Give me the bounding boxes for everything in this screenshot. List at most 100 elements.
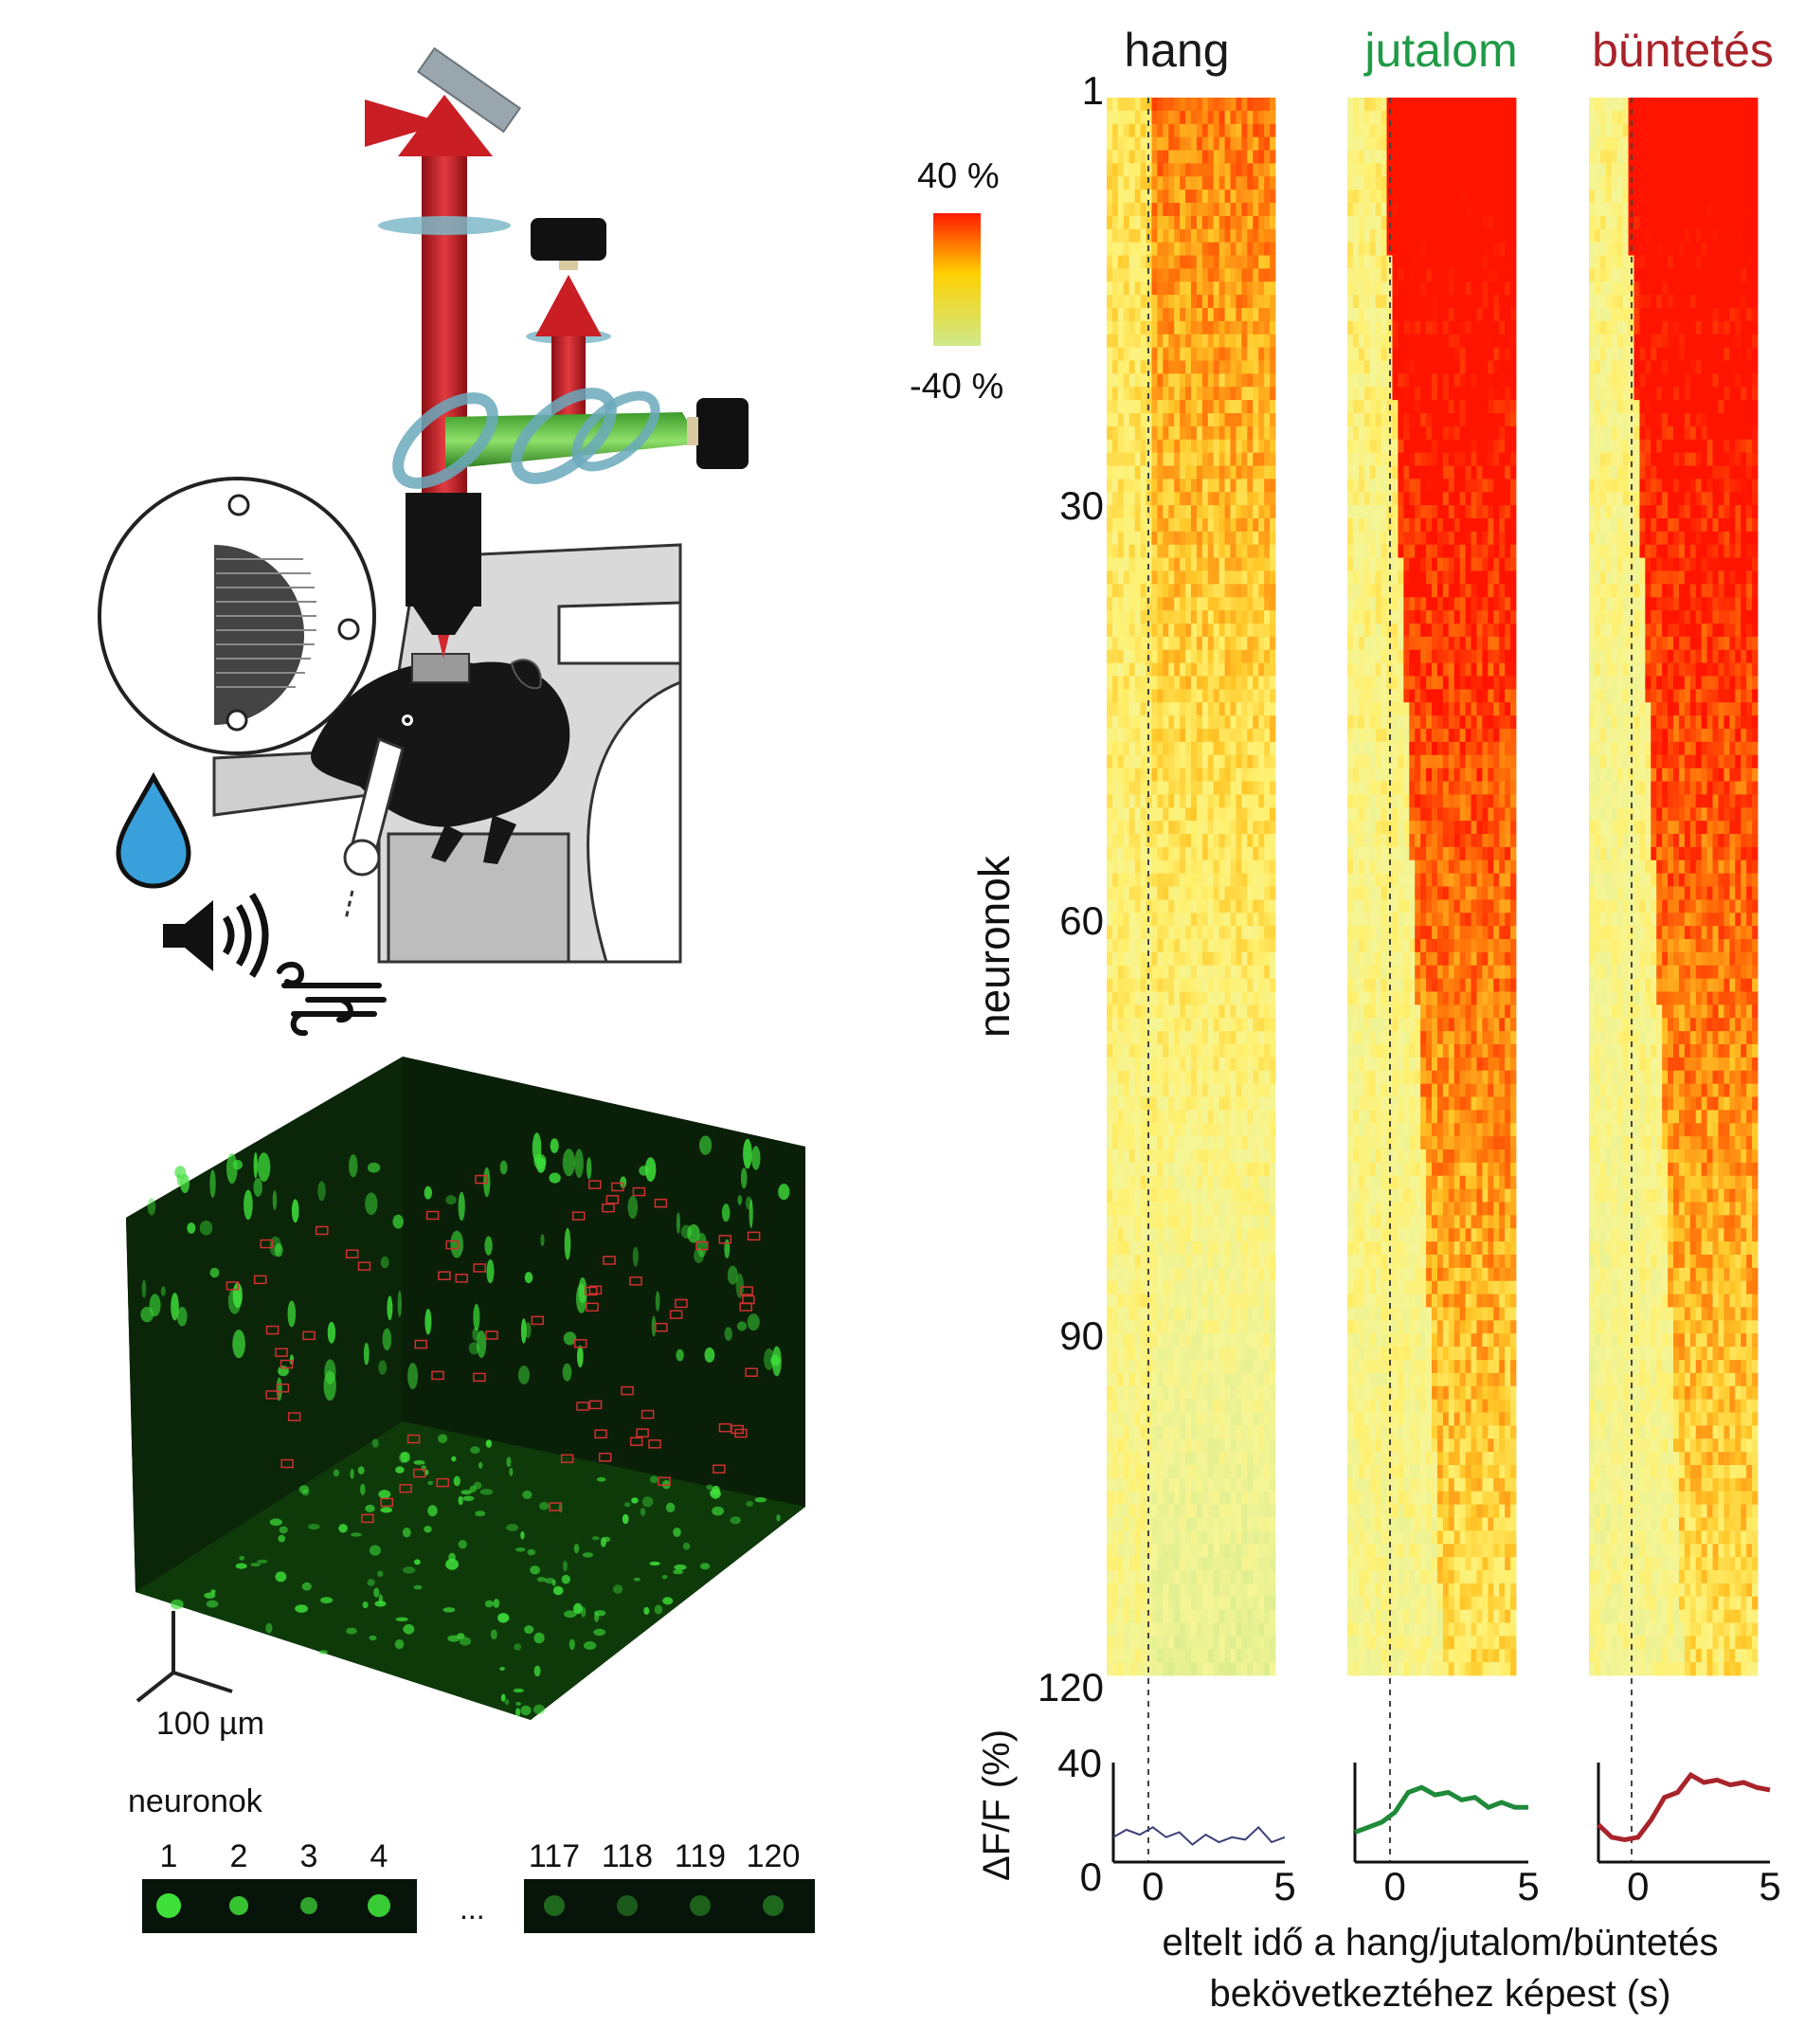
neuron-spot: [564, 1610, 577, 1619]
roi-marker: [275, 1348, 288, 1357]
trace-panel-0: 0 5 0 40: [1057, 1741, 1295, 1908]
neuron-spot: [649, 1561, 660, 1566]
neuron-spot: [499, 1160, 508, 1175]
neuron-spot: [730, 1516, 741, 1525]
neuron-spot: [380, 1256, 389, 1269]
neuron-spot: [333, 1469, 339, 1477]
roi-marker: [669, 1310, 683, 1319]
roi-marker: [611, 1182, 624, 1192]
x-tick-label: 0: [1627, 1864, 1649, 1908]
roi-marker: [636, 1428, 649, 1438]
neuron-spot: [438, 1434, 448, 1443]
neuron-spot: [403, 1624, 415, 1635]
neuron-spot: [400, 1452, 410, 1463]
neuron-spot: [778, 1184, 790, 1201]
neuron-spot: [573, 1602, 583, 1615]
neuron-spot: [740, 1167, 748, 1189]
colorbar-max-label: 40 %: [917, 156, 1000, 196]
neuron-spot: [478, 1461, 483, 1469]
neuron-spot: [360, 1483, 366, 1495]
trace-line: [1597, 1771, 1771, 1842]
roi-marker: [265, 1390, 279, 1400]
neuron-spot: [520, 1318, 527, 1344]
neuron-spot: [239, 1555, 245, 1561]
neuron-spot: [520, 1705, 532, 1716]
neuron-spot: [141, 1279, 147, 1298]
objective-lens: [406, 493, 481, 606]
neuron-spot: [649, 1475, 659, 1484]
neuron-spot: [351, 1532, 362, 1537]
neuron-number: 4: [370, 1838, 388, 1874]
neuron-spot: [594, 1612, 599, 1622]
neuron-spot: [413, 1460, 425, 1465]
roi-marker: [431, 1370, 444, 1381]
neuron-spot: [493, 1599, 500, 1608]
neuron-spot: [504, 1699, 510, 1706]
roi-marker: [425, 1210, 440, 1221]
neuron-spot: [350, 1469, 354, 1479]
neuron-spot: [735, 1273, 744, 1298]
neuron-spot: [477, 1330, 487, 1358]
neuron-spot: [295, 1604, 308, 1613]
neuron-spot: [654, 1604, 663, 1615]
neuron-spot: [147, 1198, 156, 1216]
neuron-spot: [206, 1600, 219, 1608]
neuron-spot: [524, 1272, 533, 1284]
neuron-spot: [357, 1466, 365, 1474]
neuron-spot: [737, 1195, 743, 1205]
neuron-spot: [272, 1190, 278, 1211]
roi-marker: [658, 1476, 671, 1486]
roi-marker: [629, 1437, 643, 1446]
roi-marker: [473, 1372, 486, 1383]
scale-axes: [135, 1611, 233, 1703]
neuron-spot: [587, 1157, 592, 1180]
neuron-spot: [424, 1185, 432, 1200]
roi-marker: [473, 1263, 486, 1273]
neuron-spot: [747, 1313, 760, 1331]
neuron-spot: [462, 1495, 475, 1502]
neuron-spot: [581, 1606, 587, 1618]
neuron-spot: [676, 1348, 684, 1362]
neuron-number: 117: [529, 1838, 580, 1874]
roi-marker: [345, 1249, 359, 1258]
neuron-spot: [402, 1566, 416, 1574]
photodetector: [696, 398, 749, 469]
neuron-spot: [204, 1592, 216, 1599]
neuron-spot: [257, 1559, 268, 1564]
y-tick-label: 0: [1080, 1854, 1102, 1899]
neuron-spot: [458, 1191, 465, 1221]
roi-marker: [316, 1225, 329, 1236]
neurons-strip-title: neuronok: [128, 1783, 263, 1819]
neuron-spot: [674, 1564, 687, 1570]
neuron-spot: [301, 1582, 312, 1591]
neuron-spot: [499, 1667, 505, 1671]
roi-marker: [573, 1339, 587, 1348]
heatmap-title: büntetés: [1592, 24, 1774, 77]
heatmap-ytick: 1: [1082, 68, 1104, 113]
neuron-spot: [500, 1693, 506, 1702]
microscope-setup-illustration: [98, 46, 749, 1037]
neuron-thumbnail: [229, 1896, 248, 1915]
x-tick-label: 5: [1759, 1864, 1780, 1908]
neuron-spot: [407, 1363, 419, 1390]
neuron-spot: [673, 1528, 681, 1537]
roi-marker: [603, 1256, 616, 1265]
neuron-spot: [530, 1565, 540, 1575]
lens: [378, 216, 511, 235]
roi-marker: [588, 1285, 603, 1295]
neuron-spot: [486, 1258, 495, 1284]
neuron-spot: [346, 1627, 357, 1635]
neuron-spot: [727, 1265, 738, 1285]
roi-marker: [276, 1384, 290, 1393]
neuron-thumbnail: [544, 1895, 565, 1916]
neuron-spot: [458, 1495, 463, 1506]
lens: [571, 390, 660, 472]
neuron-spot: [363, 1342, 370, 1366]
roi-marker: [560, 1454, 574, 1464]
photodetector: [531, 218, 606, 261]
neuron-spot: [470, 1446, 480, 1454]
y-tick-label: 40: [1057, 1741, 1102, 1785]
roi-marker: [475, 1174, 488, 1185]
